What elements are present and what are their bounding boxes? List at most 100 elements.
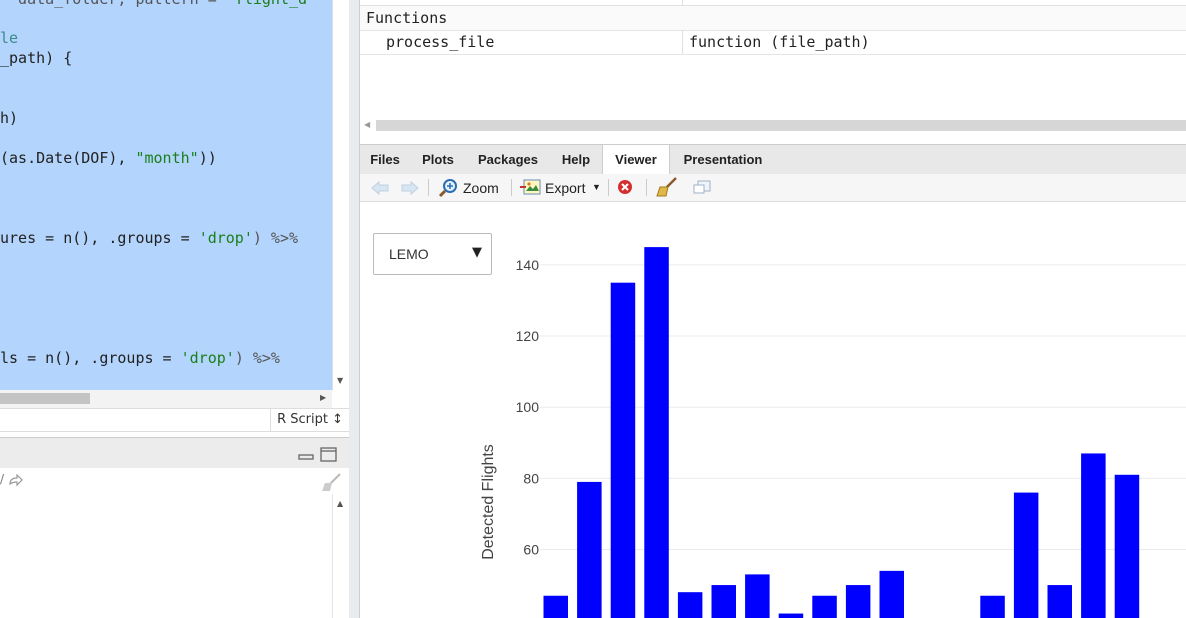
chart-bar xyxy=(543,595,568,618)
tab-files[interactable]: Files xyxy=(370,152,400,167)
zoom-button-label[interactable]: Zoom xyxy=(463,180,499,196)
editor-horizontal-scrollbar[interactable]: ▶ xyxy=(0,390,332,408)
chart-bar xyxy=(745,574,770,618)
scroll-up-arrow-icon[interactable]: ▲ xyxy=(337,499,344,508)
console-output[interactable] xyxy=(0,494,349,618)
env-object-value: function (file_path) xyxy=(689,33,870,51)
toolbar-separator xyxy=(428,179,429,196)
code-line[interactable]: ls = n(), .groups = 'drop') %>% xyxy=(0,348,280,368)
clear-all-broom-icon[interactable] xyxy=(656,177,678,197)
scroll-down-arrow-icon[interactable]: ▼ xyxy=(337,376,344,385)
forward-arrow-icon[interactable] xyxy=(400,180,420,196)
dropdown-caret-icon[interactable]: ▼ xyxy=(472,245,482,260)
chart-bar xyxy=(980,595,1005,618)
code-token: 'drop' xyxy=(198,229,253,247)
code-token: h) xyxy=(0,109,19,127)
tab-help[interactable]: Help xyxy=(561,152,591,167)
code-line[interactable]: le xyxy=(0,28,18,48)
pane-splitter[interactable] xyxy=(349,0,360,618)
file-type-selector[interactable]: R Script ↕ xyxy=(270,409,349,431)
code-token: data_folder, pattern = xyxy=(0,0,226,8)
chart-bar xyxy=(1047,585,1072,618)
env-row[interactable]: process_file function (file_path) xyxy=(360,30,1186,55)
code-token: ) %>% xyxy=(234,349,280,367)
console-toolbar: / xyxy=(0,468,349,495)
pane-tab-bar: Files Plots Packages Help Viewer Present… xyxy=(360,144,1186,175)
toolbar-separator xyxy=(646,179,647,196)
y-tick-label: 60 xyxy=(523,542,539,558)
y-tick-label: 100 xyxy=(516,399,540,415)
chart-bar xyxy=(711,585,736,618)
y-tick-label: 120 xyxy=(516,328,540,344)
env-section-label: Functions xyxy=(366,9,448,27)
code-line[interactable]: data_folder, pattern = "flight_d xyxy=(0,0,307,9)
code-token: _path) { xyxy=(0,49,73,67)
scroll-left-arrow-icon[interactable]: ◀ xyxy=(364,120,371,129)
column-divider xyxy=(682,0,683,5)
export-dropdown-caret-icon[interactable]: ▼ xyxy=(592,182,601,192)
y-tick-label: 80 xyxy=(523,470,539,486)
env-object-name[interactable]: process_file xyxy=(386,33,495,51)
chart-bar xyxy=(577,481,602,618)
code-token: ) %>% xyxy=(252,229,299,247)
tab-presentation[interactable]: Presentation xyxy=(683,152,763,167)
code-line[interactable]: _path) { xyxy=(0,48,72,68)
viewer-toolbar: Zoom Export ▼ xyxy=(360,174,1186,202)
environment-pane: Functions process_file function (file_pa… xyxy=(360,0,1186,136)
code-token: ls = n(), .groups = xyxy=(0,349,181,367)
minimize-icon[interactable] xyxy=(298,450,314,460)
code-line[interactable]: ures = n(), .groups = 'drop') %>% xyxy=(0,228,298,248)
code-token: "month" xyxy=(135,149,199,167)
tab-plots[interactable]: Plots xyxy=(422,152,454,167)
toolbar-separator xyxy=(511,179,512,196)
code-line[interactable]: h) xyxy=(0,108,18,128)
chart-bar xyxy=(1081,453,1106,618)
chart-bar xyxy=(644,247,669,618)
console-scrollbar[interactable]: ▲ xyxy=(332,494,350,618)
remove-viewer-icon[interactable] xyxy=(616,178,634,196)
environment-horizontal-scrollbar[interactable]: ◀ xyxy=(360,117,1186,133)
editor-status-bar: R Script ↕ xyxy=(0,408,349,432)
viewer-content xyxy=(360,202,1186,618)
code-token: "flight_d xyxy=(226,0,307,8)
editor-vertical-scrollbar[interactable]: ▼ xyxy=(332,0,350,390)
back-arrow-icon[interactable] xyxy=(370,180,390,196)
console-header xyxy=(0,437,349,469)
chart-bar xyxy=(610,282,636,618)
popout-window-icon[interactable] xyxy=(692,179,712,195)
zoom-icon[interactable] xyxy=(438,178,458,198)
code-token: (as.Date(DOF), xyxy=(0,149,136,167)
chart-bar xyxy=(879,570,904,618)
export-button-label[interactable]: Export xyxy=(545,180,586,196)
chart-bar xyxy=(1114,474,1140,618)
scroll-thumb[interactable] xyxy=(376,120,1186,131)
scroll-right-arrow-icon[interactable]: ▶ xyxy=(320,393,327,402)
code-token: )) xyxy=(198,149,217,167)
chart-bar xyxy=(812,595,837,618)
tab-packages[interactable]: Packages xyxy=(478,152,538,167)
scroll-thumb[interactable] xyxy=(0,393,90,404)
code-token: le xyxy=(0,29,19,47)
code-token: 'drop' xyxy=(180,349,235,367)
tab-viewer[interactable]: Viewer xyxy=(602,145,670,175)
chart-bar xyxy=(845,585,871,618)
airport-select-dropdown[interactable]: LEMO ▼ xyxy=(373,233,492,275)
chart-bar xyxy=(778,613,804,618)
env-row-previous xyxy=(360,0,1186,6)
code-editor[interactable]: data_folder, pattern = "flight_dle _path)… xyxy=(0,0,332,390)
code-line[interactable]: (as.Date(DOF), "month")) xyxy=(0,148,217,168)
clear-console-icon[interactable] xyxy=(320,472,342,492)
console-path-fragment: / xyxy=(0,472,5,486)
column-divider xyxy=(682,30,683,54)
dropdown-selected-value: LEMO xyxy=(389,246,429,262)
y-axis-label: Detected Flights xyxy=(480,444,497,560)
go-to-directory-icon[interactable] xyxy=(8,474,24,488)
chart-bar xyxy=(1013,492,1039,618)
toolbar-separator xyxy=(608,179,609,196)
chart-bar xyxy=(677,592,703,618)
env-section-header: Functions xyxy=(360,6,1186,31)
export-image-icon[interactable] xyxy=(520,178,542,196)
code-token: ures = n(), .groups = xyxy=(0,229,199,247)
maximize-icon[interactable] xyxy=(320,447,338,463)
bar-chart: 60 80 100 120 140 Detected Flights xyxy=(480,247,1186,618)
